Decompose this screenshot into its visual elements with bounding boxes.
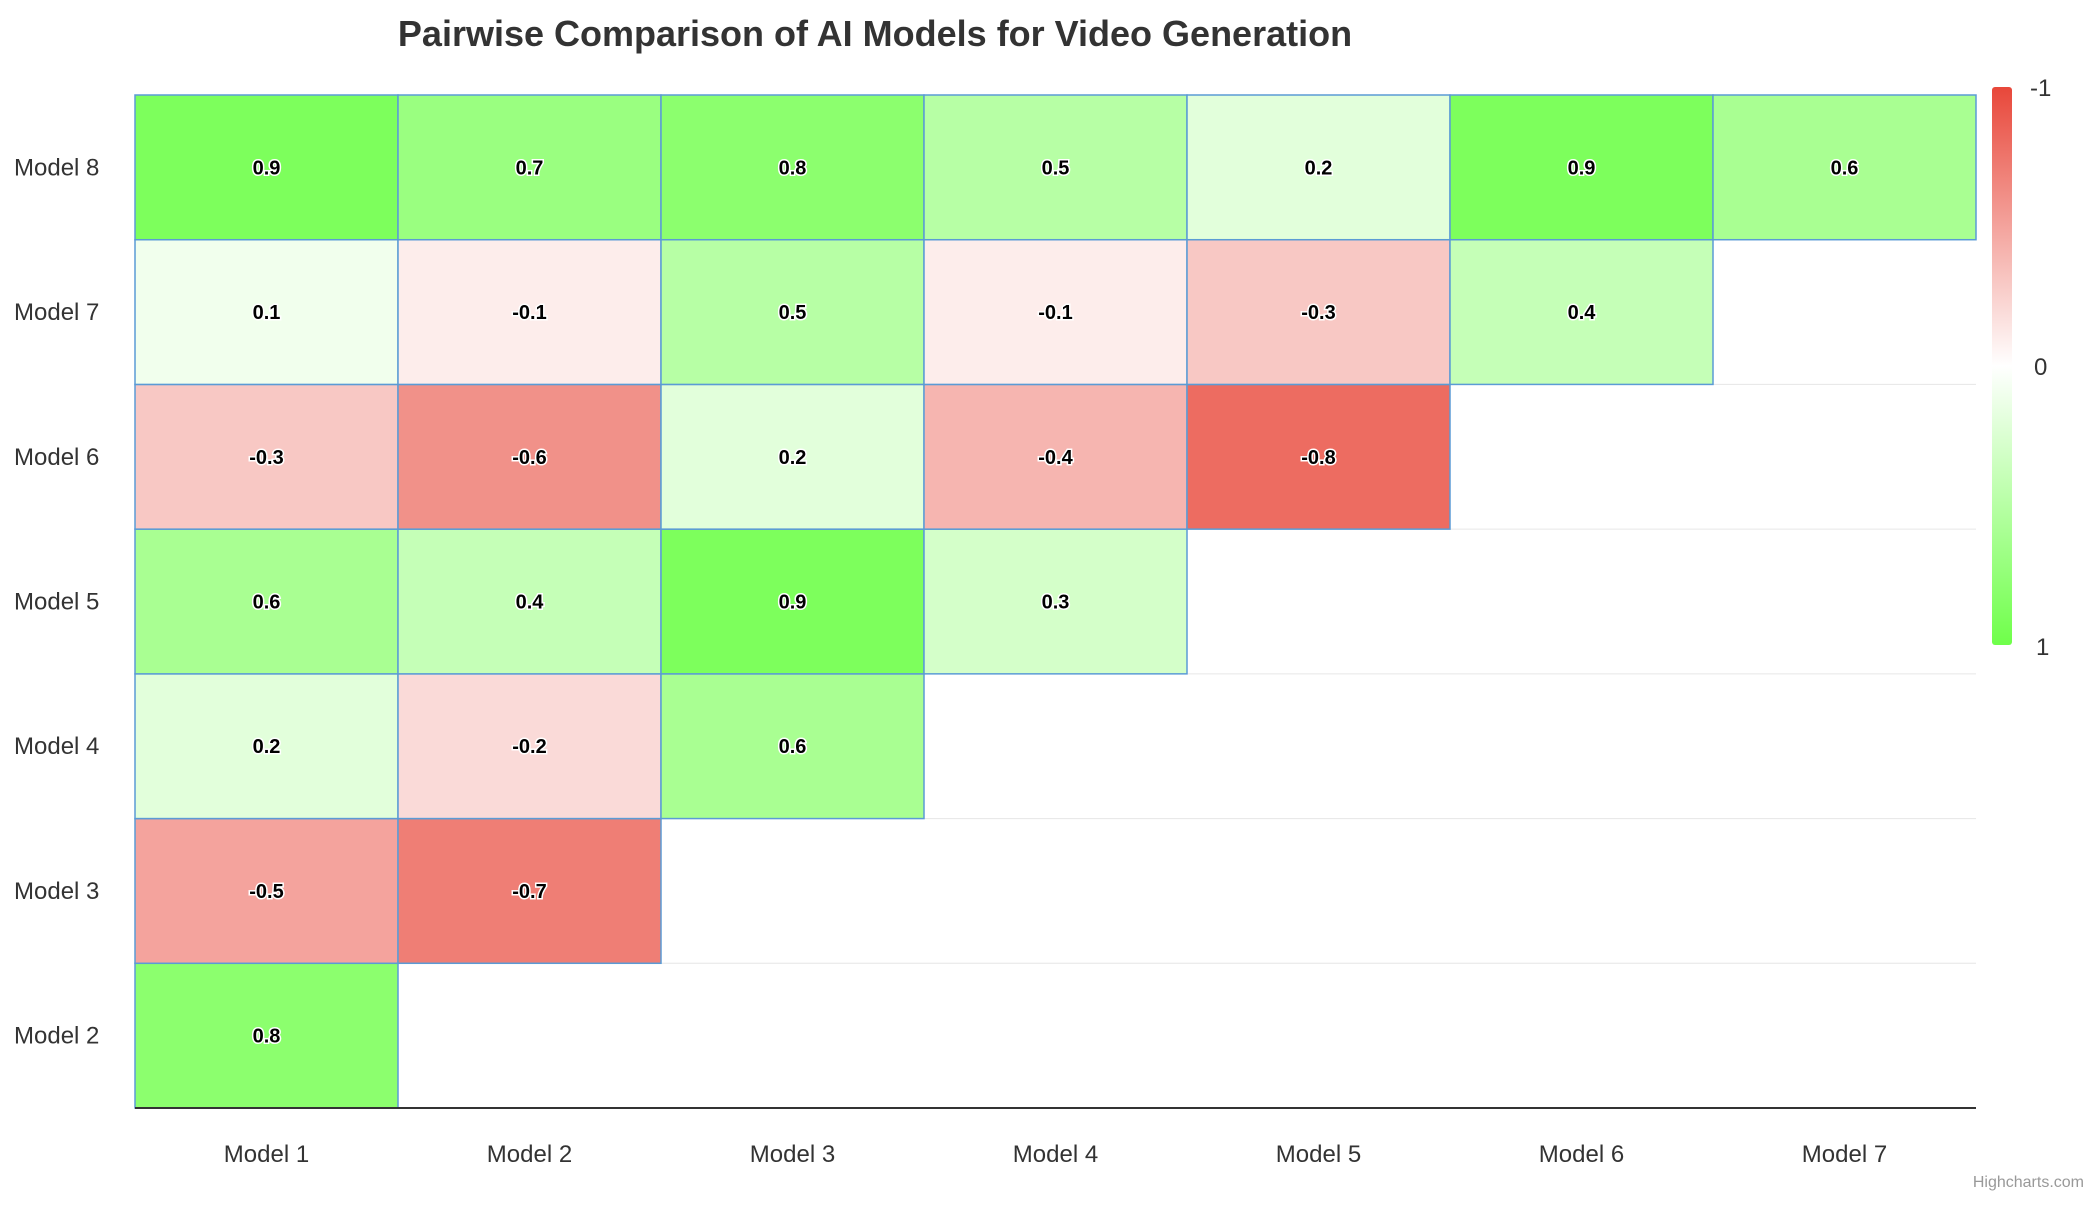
cell-value-label: -0.6 — [512, 447, 546, 469]
cell-value-label: 0.9 — [779, 592, 807, 614]
cell-value-label: 0.8 — [779, 157, 807, 179]
x-axis-tick-label: Model 6 — [1539, 1141, 1624, 1168]
legend-tick-max: 1 — [2036, 634, 2049, 661]
y-axis-tick-label: Model 7 — [14, 299, 99, 326]
heatmap-cell — [397, 528, 662, 675]
heatmap-cell — [1186, 238, 1451, 386]
x-axis-tick-label: Model 5 — [1276, 1141, 1361, 1168]
cell-value-label: -0.3 — [1301, 302, 1335, 324]
heatmap-cell — [1449, 238, 1714, 386]
cell-value-label: 0.1 — [253, 302, 281, 324]
heatmap-cell — [660, 673, 925, 820]
cell-value-label: 0.9 — [253, 157, 281, 179]
heatmap-cell — [134, 383, 399, 530]
heatmap-cell — [1712, 94, 1977, 241]
heatmap-cell — [397, 817, 662, 965]
cell-value-label: -0.4 — [1038, 447, 1073, 469]
cell-value-label: 0.2 — [1305, 157, 1333, 179]
heatmap-cell — [660, 383, 925, 530]
cell-value-label: 0.4 — [516, 592, 545, 614]
heatmap-cells — [134, 94, 1977, 1109]
cell-value-label: -0.1 — [1038, 302, 1072, 324]
credit-text: Highcharts.com — [1973, 1174, 2084, 1191]
y-axis-tick-label: Model 3 — [14, 878, 99, 905]
heatmap-cell — [660, 94, 925, 241]
heatmap-cell — [397, 94, 662, 241]
cell-value-label: -0.2 — [512, 736, 546, 758]
legend-tick-min: -1 — [2030, 75, 2051, 102]
color-legend: -1 0 1 — [1992, 75, 2051, 661]
y-axis-tick-label: Model 6 — [14, 444, 99, 471]
cell-value-label: -0.5 — [249, 881, 283, 903]
y-axis-tick-label: Model 8 — [14, 154, 99, 181]
y-axis-tick-label: Model 4 — [14, 733, 99, 760]
heatmap-cell — [923, 528, 1188, 675]
y-axis-tick-label: Model 2 — [14, 1023, 99, 1050]
cell-value-label: -0.8 — [1301, 447, 1335, 469]
x-axis-tick-label: Model 4 — [1013, 1141, 1098, 1168]
x-axis-tick-label: Model 7 — [1802, 1141, 1887, 1168]
cell-value-label: 0.4 — [1568, 302, 1597, 324]
cell-value-label: 0.6 — [1831, 157, 1859, 179]
cell-value-label: -0.1 — [512, 302, 546, 324]
cell-value-label: 0.5 — [1042, 157, 1070, 179]
heatmap-cell — [660, 238, 925, 386]
heatmap-cell — [660, 528, 925, 675]
x-axis-tick-label: Model 1 — [224, 1141, 309, 1168]
heatmap-cell — [134, 528, 399, 675]
chart-title: Pairwise Comparison of AI Models for Vid… — [398, 13, 1352, 54]
heatmap-cell — [1186, 94, 1451, 241]
cell-value-label: 0.6 — [253, 592, 281, 614]
cell-value-label: 0.7 — [516, 157, 544, 179]
heatmap-cell — [923, 238, 1188, 386]
heatmap-cell — [923, 383, 1188, 530]
cell-value-label: -0.7 — [512, 881, 546, 903]
x-axis-labels: Model 1 Model 2 Model 3 Model 4 Model 5 Model… — [224, 1141, 1887, 1168]
x-axis-tick-label: Model 3 — [750, 1141, 835, 1168]
cell-labels: 0.8 -0.5 -0.7 0.2 -0.2 0.6 0.6 0.4 0.9 0.3 -0.3 -0.… — [248, 156, 1860, 1049]
y-axis-labels: Model 2 Model 3 Model 4 Model 5 Model 6 Model… — [14, 154, 99, 1049]
x-axis-tick-label: Model 2 — [487, 1141, 572, 1168]
cell-value-label: 0.2 — [253, 736, 281, 758]
heatmap-cell — [397, 238, 662, 386]
heatmap-cell — [134, 238, 399, 386]
cell-value-label: 0.2 — [779, 447, 807, 469]
heatmap-cell — [923, 94, 1188, 241]
cell-value-label: 0.6 — [779, 736, 807, 758]
heatmap-cell — [1186, 383, 1451, 530]
cell-value-label: 0.5 — [779, 302, 807, 324]
heatmap-cell — [134, 817, 399, 965]
y-axis-tick-label: Model 5 — [14, 589, 99, 616]
legend-gradient-bar — [1992, 87, 2012, 645]
cell-value-label: 0.8 — [253, 1026, 281, 1048]
legend-tick-mid: 0 — [2034, 354, 2047, 381]
cell-value-label: 0.3 — [1042, 592, 1070, 614]
heatmap-cell — [134, 673, 399, 820]
heatmap-cell — [134, 94, 399, 241]
cell-value-label: -0.3 — [249, 447, 283, 469]
heatmap-cell — [397, 673, 662, 820]
cell-value-label: 0.9 — [1568, 157, 1596, 179]
heatmap-cell — [397, 383, 662, 530]
